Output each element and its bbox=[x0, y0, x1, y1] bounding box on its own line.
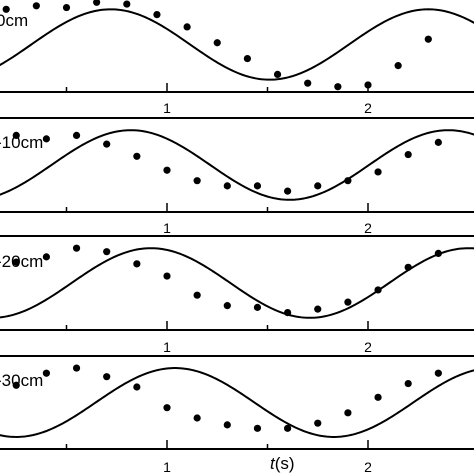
panel-frame bbox=[0, 355, 474, 450]
x-axis-label-unit: (s) bbox=[275, 454, 295, 473]
data-point bbox=[72, 364, 81, 372]
panel-label: -30cm bbox=[0, 371, 43, 390]
data-point bbox=[12, 131, 20, 140]
data-point bbox=[193, 177, 201, 185]
data-point bbox=[213, 39, 221, 47]
panel-2: 1 2 -10cm bbox=[0, 117, 474, 236]
x-tick-label: 2 bbox=[364, 459, 372, 474]
data-point bbox=[153, 10, 161, 19]
model-curve bbox=[0, 367, 474, 438]
x-tick-label: 2 bbox=[364, 220, 372, 236]
data-point bbox=[42, 369, 51, 377]
data-point bbox=[434, 138, 442, 146]
x-tick-label: 1 bbox=[163, 220, 171, 236]
data-point bbox=[374, 393, 382, 401]
data-point bbox=[193, 414, 201, 422]
data-point bbox=[404, 150, 412, 159]
data-point bbox=[314, 305, 322, 313]
data-point bbox=[374, 286, 382, 294]
data-point bbox=[93, 0, 101, 6]
data-point bbox=[193, 291, 201, 299]
data-point bbox=[304, 79, 312, 87]
data-point bbox=[12, 381, 20, 389]
data-point bbox=[163, 404, 171, 412]
data-point bbox=[103, 140, 111, 148]
x-tick-label: 2 bbox=[364, 339, 372, 355]
data-point bbox=[334, 83, 342, 91]
data-point bbox=[434, 249, 442, 258]
data-point bbox=[394, 62, 402, 70]
data-point bbox=[42, 253, 51, 261]
panel-label: -10cm bbox=[0, 133, 43, 152]
data-point bbox=[133, 152, 141, 160]
data-point bbox=[434, 369, 442, 377]
model-curve bbox=[0, 129, 474, 201]
data-point bbox=[284, 424, 292, 432]
panel-frame bbox=[0, 117, 474, 213]
x-tick-label: 1 bbox=[163, 100, 171, 116]
data-point bbox=[314, 182, 322, 190]
data-point bbox=[344, 177, 352, 185]
data-point bbox=[374, 168, 382, 176]
data-point bbox=[32, 2, 40, 10]
panel-4: 1 2 -30cm bbox=[0, 355, 474, 474]
x-tick-label: 1 bbox=[163, 459, 171, 474]
panel-1: 1 2 0cm bbox=[0, 0, 474, 116]
data-point bbox=[364, 81, 372, 89]
data-point bbox=[314, 419, 322, 427]
data-point bbox=[223, 421, 231, 429]
data-point bbox=[243, 54, 251, 63]
panel-frame bbox=[0, 0, 474, 93]
data-point bbox=[123, 0, 131, 8]
data-point bbox=[133, 383, 141, 391]
data-point bbox=[223, 182, 231, 190]
data-point bbox=[424, 35, 432, 43]
panel-3: 1 2 -20cm bbox=[0, 235, 474, 355]
data-point bbox=[404, 263, 412, 271]
data-point bbox=[103, 248, 111, 256]
data-point bbox=[72, 131, 81, 140]
model-curve bbox=[0, 247, 474, 319]
data-point bbox=[62, 3, 71, 12]
data-point bbox=[163, 166, 171, 174]
data-point bbox=[2, 5, 10, 13]
model-curve bbox=[0, 8, 474, 81]
x-tick-label: 2 bbox=[364, 100, 372, 116]
data-point bbox=[253, 303, 262, 311]
data-point bbox=[284, 308, 292, 317]
data-point bbox=[344, 409, 352, 417]
data-point bbox=[253, 182, 262, 190]
panel-label: 0cm bbox=[0, 11, 28, 30]
data-point bbox=[103, 373, 111, 381]
data-point bbox=[253, 424, 262, 432]
data-point bbox=[163, 272, 171, 280]
data-point bbox=[404, 379, 412, 388]
data-point bbox=[183, 23, 191, 31]
data-point bbox=[12, 258, 20, 266]
x-axis-label: t(s) bbox=[270, 454, 295, 473]
data-point bbox=[72, 244, 81, 252]
panel-frame bbox=[0, 235, 474, 331]
data-point bbox=[284, 187, 292, 195]
data-point bbox=[344, 298, 352, 306]
data-point bbox=[223, 302, 231, 310]
x-tick-label: 1 bbox=[163, 339, 171, 355]
x-axis-label-main: t bbox=[270, 454, 276, 473]
data-point bbox=[273, 70, 282, 79]
panel-label: -20cm bbox=[0, 252, 43, 271]
data-point bbox=[42, 135, 51, 143]
data-point bbox=[133, 260, 141, 268]
